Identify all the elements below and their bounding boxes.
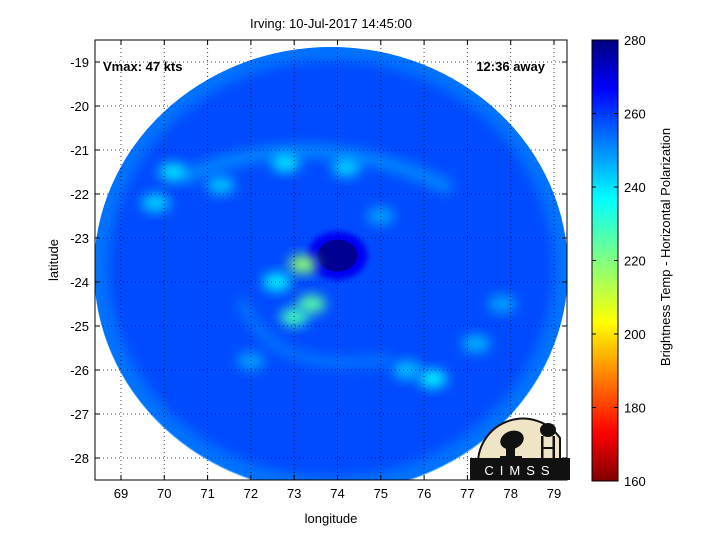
logo-text: CIMSS bbox=[484, 463, 555, 478]
warm-band-2 bbox=[288, 255, 317, 274]
y-tick-label--23: -23 bbox=[70, 231, 89, 246]
y-tick-label--26: -26 bbox=[70, 363, 89, 378]
warm-band-13 bbox=[236, 352, 265, 371]
x-tick-label-69: 69 bbox=[114, 486, 128, 501]
swath-layer bbox=[95, 47, 567, 480]
x-tick-label-79: 79 bbox=[547, 486, 561, 501]
colorbar-ticks: 280 260 240 220 200 180 160 bbox=[592, 33, 646, 489]
y-tick-label--28: -28 bbox=[70, 451, 89, 466]
colorbar-tick-label-220: 220 bbox=[624, 254, 646, 269]
spiral-band-north bbox=[178, 144, 455, 196]
y-axis-label: latitude bbox=[46, 239, 61, 281]
colorbar bbox=[591, 39, 619, 482]
swath-disc bbox=[95, 47, 567, 480]
colorbar-label: Brightness Temp - Horizontal Polarizatio… bbox=[658, 128, 673, 366]
spiral-band-south bbox=[235, 296, 392, 369]
warm-band-1 bbox=[297, 295, 326, 313]
warm-band-12 bbox=[462, 334, 491, 353]
warm-band-10 bbox=[418, 369, 447, 388]
cimss-logo: CIMSS bbox=[470, 417, 570, 480]
y-tick-label--19: -19 bbox=[70, 55, 89, 70]
x-tick-label-74: 74 bbox=[330, 486, 344, 501]
x-tick-label-72: 72 bbox=[244, 486, 258, 501]
y-tick-label--25: -25 bbox=[70, 319, 89, 334]
y-ticks: -19 -20 -21 -22 -23 -24 -25 -26 -27 -28 bbox=[70, 55, 567, 466]
x-tick-label-77: 77 bbox=[460, 486, 474, 501]
grid-layer bbox=[95, 40, 567, 480]
logo-banner bbox=[470, 458, 570, 480]
chart-title: Irving: 10-Jul-2017 14:45:00 bbox=[250, 16, 412, 31]
water-tower-icon bbox=[540, 423, 556, 458]
warm-band-4 bbox=[262, 273, 291, 291]
plot-frame bbox=[94, 39, 568, 481]
vmax-annotation: Vmax: 47 kts bbox=[103, 59, 183, 74]
y-tick-label--21: -21 bbox=[70, 143, 89, 158]
x-tick-label-70: 70 bbox=[157, 486, 171, 501]
colorbar-tick-label-260: 260 bbox=[624, 107, 646, 122]
time-away-annotation: 12:36 away bbox=[476, 59, 545, 74]
colorbar-tick-label-200: 200 bbox=[624, 327, 646, 342]
x-axis-label: longitude bbox=[305, 511, 358, 526]
warm-band-9 bbox=[141, 193, 170, 212]
x-tick-label-71: 71 bbox=[200, 486, 214, 501]
colorbar-tick-label-180: 180 bbox=[624, 401, 646, 416]
warm-band-8 bbox=[158, 163, 187, 181]
warm-band-5 bbox=[271, 154, 300, 173]
x-tick-label-76: 76 bbox=[417, 486, 431, 501]
warm-band-15 bbox=[488, 295, 517, 313]
eye bbox=[317, 239, 358, 272]
y-tick-label--20: -20 bbox=[70, 99, 89, 114]
warm-band-7 bbox=[206, 176, 235, 195]
y-tick-label--24: -24 bbox=[70, 275, 89, 290]
warm-band-6 bbox=[332, 158, 361, 177]
y-tick-label--22: -22 bbox=[70, 187, 89, 202]
warm-band-11 bbox=[392, 361, 421, 379]
colorbar-tick-label-240: 240 bbox=[624, 180, 646, 195]
x-tick-label-78: 78 bbox=[503, 486, 517, 501]
x-tick-label-73: 73 bbox=[287, 486, 301, 501]
warm-band-3 bbox=[280, 308, 309, 327]
colorbar-tick-label-160: 160 bbox=[624, 474, 646, 489]
colorbar-tick-label-280: 280 bbox=[624, 33, 646, 48]
y-tick-label--27: -27 bbox=[70, 407, 89, 422]
x-ticks: 69 70 71 72 73 74 75 76 77 78 79 bbox=[114, 40, 561, 501]
x-tick-label-75: 75 bbox=[374, 486, 388, 501]
